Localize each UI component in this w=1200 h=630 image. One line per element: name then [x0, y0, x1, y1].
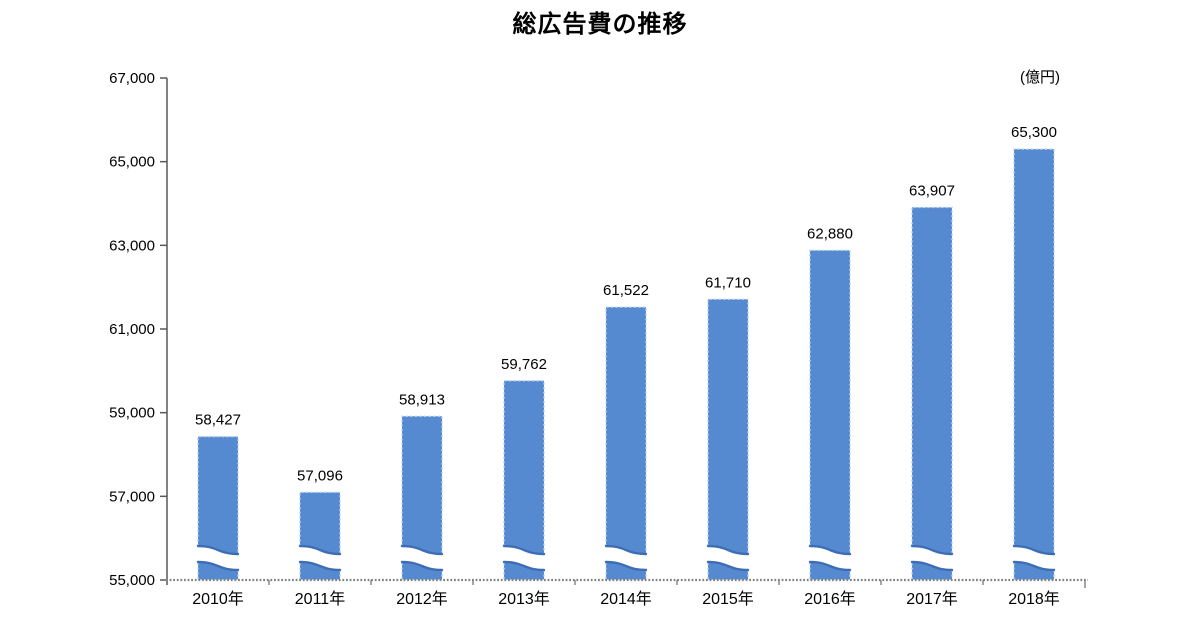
- axis-break-wave-lower: [502, 560, 546, 572]
- bar-group-2017年: [910, 206, 954, 580]
- bar-main-body: [1014, 149, 1054, 554]
- bar-stub: [504, 562, 544, 580]
- axis-break-wave-upper: [808, 544, 852, 556]
- bar-stub-dashed-border: [197, 562, 239, 579]
- bar-stub-dashed-border: [809, 562, 851, 579]
- bar-dashed-border: [299, 491, 341, 554]
- bar-stub: [912, 562, 952, 580]
- axis-break-wave-upper: [910, 544, 954, 556]
- bar-data-label: 62,880: [807, 225, 853, 242]
- axis-break-wave-lower: [400, 560, 444, 572]
- chart-title: 総広告費の推移: [512, 11, 688, 38]
- bar-stub: [1014, 562, 1054, 580]
- bar-stub: [810, 562, 850, 580]
- bar-data-label: 61,710: [705, 274, 751, 291]
- bar-dashed-border: [707, 298, 749, 554]
- bar-stub: [198, 562, 238, 580]
- x-axis-tick-label: 2015年: [702, 590, 754, 608]
- bar-main-body: [300, 492, 340, 554]
- bar-stub-dashed-border: [1013, 562, 1055, 579]
- bar-data-label: 65,300: [1011, 124, 1057, 141]
- axis-break-wave-lower: [706, 560, 750, 572]
- x-axis-tick-label: 2018年: [1008, 590, 1060, 608]
- axis-break-wave-upper: [1012, 544, 1056, 556]
- bar-group-2010年: [196, 435, 240, 580]
- y-axis-tick-label: 61,000: [109, 321, 155, 338]
- bar-group-2018年: [1012, 148, 1056, 580]
- axis-break-wave-upper: [196, 544, 240, 556]
- bar-data-label: 58,913: [399, 391, 445, 408]
- bar-main-body: [912, 207, 952, 554]
- bar-dashed-border: [1013, 148, 1055, 554]
- x-axis-tick-label: 2014年: [600, 590, 652, 608]
- x-axis-tick-label: 2010年: [192, 590, 244, 608]
- bar-main-body: [402, 416, 442, 554]
- bar-stub-dashed-border: [707, 562, 749, 579]
- bar-main-body: [504, 380, 544, 554]
- bar-dashed-border: [503, 380, 545, 554]
- y-axis-tick-label: 65,000: [109, 154, 155, 171]
- bar-group-2012年: [400, 415, 444, 580]
- bar-dashed-border: [401, 415, 443, 554]
- axis-break-wave-lower: [1012, 560, 1056, 572]
- bar-main-body: [708, 299, 748, 554]
- x-axis-tick-label: 2016年: [804, 590, 856, 608]
- bar-main-body: [606, 307, 646, 554]
- y-axis-tick-label: 57,000: [109, 488, 155, 505]
- bar-dashed-border: [197, 435, 239, 554]
- y-axis-tick-label: 63,000: [109, 237, 155, 254]
- y-axis-tick-label: 67,000: [109, 70, 155, 87]
- axis-unit-label: (億円): [1020, 69, 1060, 86]
- bar-group-2014年: [604, 306, 648, 580]
- axis-break-wave-upper: [400, 544, 444, 556]
- axis-break-wave-upper: [604, 544, 648, 556]
- bar-data-label: 61,522: [603, 282, 649, 299]
- axis-break-wave-lower: [808, 560, 852, 572]
- bar-data-label: 58,427: [195, 412, 241, 429]
- axis-break-wave-lower: [196, 560, 240, 572]
- bar-dashed-border: [605, 306, 647, 554]
- x-axis-tick-label: 2011年: [295, 590, 345, 608]
- bar-main-body: [198, 436, 238, 554]
- bar-group-2016年: [808, 249, 852, 580]
- bar-data-label: 57,096: [297, 467, 343, 484]
- bar-stub: [402, 562, 442, 580]
- bar-group-2015年: [706, 298, 750, 580]
- axis-break-wave-lower: [298, 560, 342, 572]
- bar-stub: [300, 562, 340, 580]
- bar-stub-dashed-border: [503, 562, 545, 579]
- axis-break-wave-lower: [910, 560, 954, 572]
- bar-dashed-border: [809, 249, 851, 554]
- bar-main-body: [810, 250, 850, 554]
- axis-break-wave-lower: [604, 560, 648, 572]
- x-axis-tick-label: 2013年: [498, 590, 550, 608]
- bar-data-label: 59,762: [501, 356, 547, 373]
- bar-stub-dashed-border: [605, 562, 647, 579]
- bar-group-2011年: [298, 491, 342, 580]
- y-axis-tick-label: 55,000: [109, 572, 155, 589]
- axis-break-wave-upper: [706, 544, 750, 556]
- y-axis-tick-label: 59,000: [109, 405, 155, 422]
- x-axis-tick-label: 2012年: [396, 590, 448, 608]
- bar-data-label: 63,907: [909, 182, 955, 199]
- bar-stub-dashed-border: [401, 562, 443, 579]
- axis-break-wave-upper: [502, 544, 546, 556]
- bar-group-2013年: [502, 380, 546, 580]
- bar-stub-dashed-border: [299, 562, 341, 579]
- bar-stub: [708, 562, 748, 580]
- bar-stub: [606, 562, 646, 580]
- axis-break-wave-upper: [298, 544, 342, 556]
- x-axis-tick-label: 2017年: [906, 590, 958, 608]
- bar-stub-dashed-border: [911, 562, 953, 579]
